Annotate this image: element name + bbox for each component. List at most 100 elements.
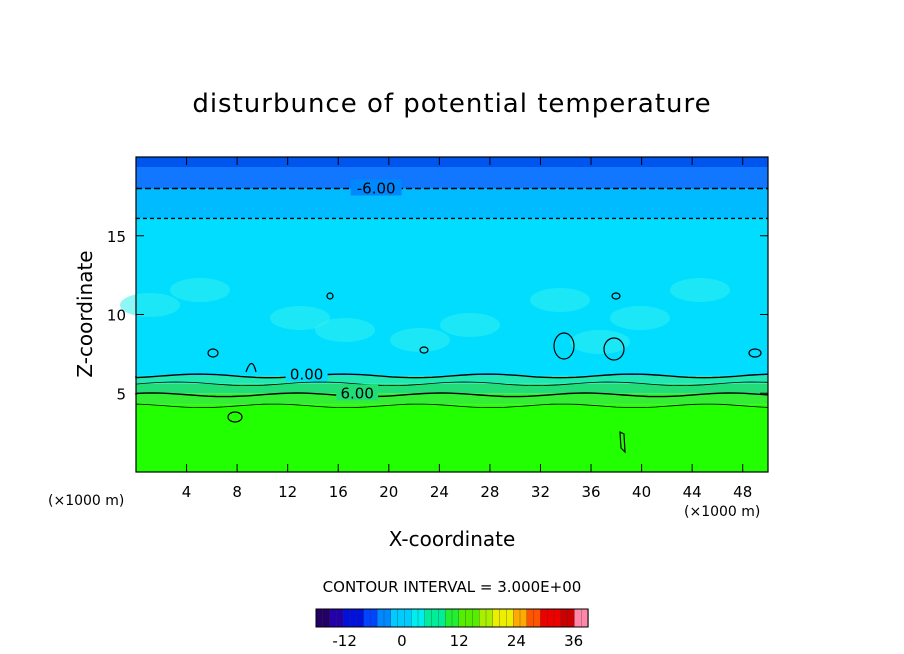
y-tick-label-1: 10: [107, 307, 126, 325]
colorbar-cell-27: [499, 608, 508, 628]
heatmap-field: [136, 157, 768, 472]
colorbar-cell-15: [417, 608, 426, 628]
x-tick-label-11: 48: [733, 483, 752, 501]
colorbar-cell-21: [458, 608, 467, 628]
contour-islands: [120, 278, 762, 454]
contour-line-3: [135, 381, 769, 387]
colorbar-cell-16: [424, 608, 433, 628]
x-tick-label-9: 40: [632, 483, 651, 501]
field-patch-5: [440, 313, 500, 337]
colorbar-tick-label-0: -12: [332, 632, 357, 650]
contour-island-7: [748, 348, 762, 358]
contour-island-sliver: [619, 430, 626, 454]
colorbar-tick-label-3: 24: [507, 632, 526, 650]
contour-island-6: [611, 292, 621, 300]
field-patch-7: [610, 306, 670, 330]
colorbar-cell-2: [329, 608, 338, 628]
field-patch-8: [670, 278, 730, 302]
colorbar-cell-18: [438, 608, 446, 628]
colorbar-cell-17: [431, 608, 440, 628]
colorbar-cell-32: [533, 608, 542, 628]
contour-island-2: [419, 346, 429, 354]
field-patch-1: [170, 278, 230, 302]
x-tick-label-3: 16: [329, 483, 348, 501]
x-axis-unit: (×1000 m): [684, 504, 760, 520]
colorbar-cell-23: [472, 608, 480, 628]
colorbar-cell-38: [574, 608, 582, 628]
colorbar-cell-25: [485, 608, 494, 628]
field-patch-2: [270, 306, 330, 330]
field-patch-0: [120, 293, 180, 317]
contour-label-1: 0.00: [290, 365, 323, 383]
x-axis-label: X-coordinate: [389, 527, 516, 551]
colorbar-cell-36: [560, 608, 569, 628]
field-band-top: [136, 157, 768, 167]
colorbar-cell-29: [513, 608, 521, 628]
y-tick-label-0: 5: [116, 385, 126, 403]
field-band-2: [136, 383, 768, 394]
x-tick-label-7: 32: [531, 483, 550, 501]
colorbar-cell-24: [479, 608, 487, 628]
colorbar-cell-5: [349, 608, 358, 628]
contour-bump: [245, 362, 257, 373]
contour-island-4: [207, 348, 219, 358]
x-tick-label-2: 12: [278, 483, 297, 501]
colorbar-cell-7: [363, 608, 372, 628]
colorbar-cell-3: [336, 608, 344, 628]
y-axis-label: Z-coordinate: [73, 250, 97, 377]
contour-line-5: [135, 403, 769, 408]
colorbar-cell-33: [540, 608, 548, 628]
field-patch-9: [570, 330, 630, 354]
y-axis-unit: (×1000 m): [48, 493, 124, 509]
contour-label-bg-2: [336, 384, 379, 401]
colorbar-cell-20: [451, 608, 460, 628]
field-band-0: [136, 404, 768, 472]
colorbar-cell-22: [465, 608, 474, 628]
field-band-4: [136, 218, 768, 376]
colorbar-cell-35: [553, 608, 562, 628]
colorbar-cell-11: [390, 608, 399, 628]
field-band-5: [136, 188, 768, 219]
colorbar-cell-37: [567, 608, 576, 628]
contour-label-0: -6.00: [357, 180, 396, 198]
colorbar: [315, 608, 589, 628]
colorbar-ticks: -12 0 12 24 36: [332, 632, 583, 650]
field-patch-4: [390, 328, 450, 352]
contour-island-1: [553, 332, 575, 360]
x-tick-label-1: 8: [232, 483, 242, 501]
x-tick-label-5: 24: [430, 483, 449, 501]
colorbar-cell-19: [445, 608, 453, 628]
colorbar-cell-39: [581, 608, 589, 628]
chart-title: disturbunce of potential temperature: [192, 89, 711, 119]
colorbar-cell-34: [547, 608, 555, 628]
colorbar-cell-30: [519, 608, 528, 628]
x-tick-label-0: 4: [182, 483, 192, 501]
colorbar-cell-8: [370, 608, 378, 628]
colorbar-cell-9: [377, 608, 385, 628]
colorbar-cell-13: [404, 608, 412, 628]
colorbar-tick-label-2: 12: [450, 632, 469, 650]
contour-island-3: [227, 411, 243, 423]
y-axis-ticks: 5 10 15: [107, 228, 768, 403]
colorbar-cell-14: [411, 608, 419, 628]
colorbar-cell-1: [322, 608, 331, 628]
colorbar-cell-31: [526, 608, 535, 628]
colorbar-tick-label-1: 0: [397, 632, 407, 650]
x-tick-label-6: 28: [480, 483, 499, 501]
colorbar-cell-26: [492, 608, 501, 628]
contour-line-4: [135, 392, 769, 398]
contour-island-5: [326, 292, 334, 300]
contour-line-2: [135, 373, 769, 379]
contour-label-bg-1: [285, 365, 328, 382]
colorbar-tick-label-4: 36: [564, 632, 583, 650]
x-axis-ticks: 4 8 12 16 20 24 28 32 36 40 44 48: [182, 157, 752, 501]
x-tick-label-10: 44: [683, 483, 702, 501]
colorbar-cell-28: [506, 608, 514, 628]
colorbar-cell-4: [343, 608, 351, 628]
contour-lines: -6.00 0.00 6.00: [135, 179, 769, 408]
contour-label-2: 6.00: [340, 384, 373, 402]
y-tick-label-2: 15: [107, 228, 126, 246]
colorbar-frame: [315, 608, 589, 628]
contour-label-bg-0: [350, 179, 402, 196]
